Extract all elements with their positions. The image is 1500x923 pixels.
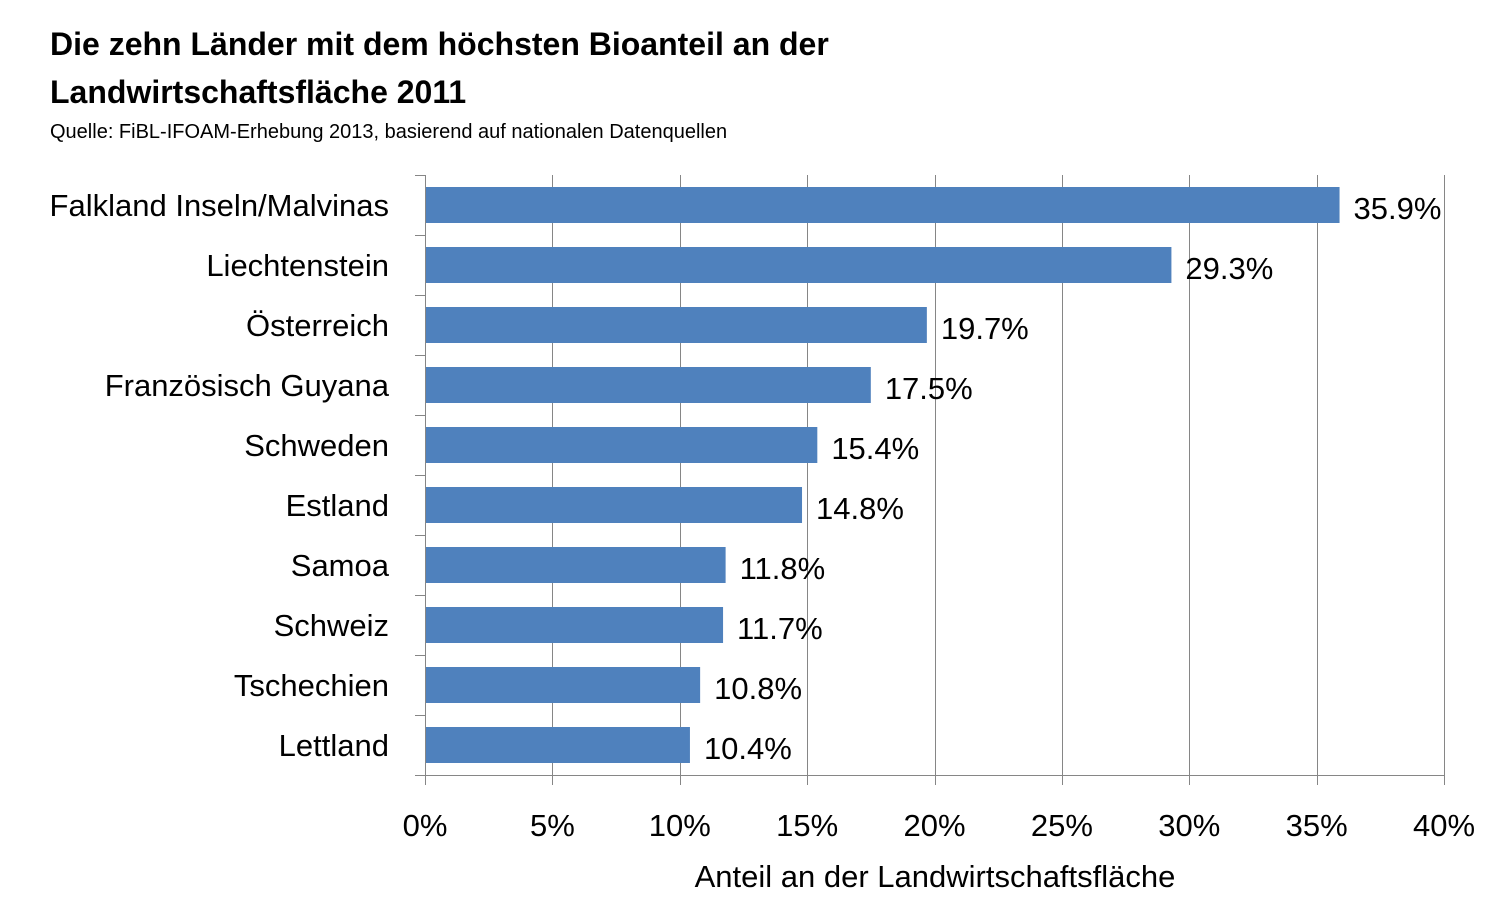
category-label-1: Falkland Inseln/Malvinas — [50, 188, 389, 223]
category-labels: Falkland Inseln/Malvinas Liechtenstein Öst… — [50, 188, 390, 763]
bar-7 — [426, 547, 726, 583]
category-label-5: Schweden — [244, 428, 389, 463]
bar-2 — [426, 247, 1172, 283]
x-tick-label-7: 35% — [1286, 808, 1348, 843]
chart-title: Die zehn Länder mit dem höchsten Bioante… — [50, 26, 829, 110]
category-label-10: Lettland — [279, 728, 389, 763]
axes — [415, 175, 1445, 785]
data-label-8: 11.7% — [737, 611, 823, 646]
category-label-8: Schweiz — [274, 608, 389, 643]
x-tick-label-5: 25% — [1031, 808, 1093, 843]
x-tick-label-2: 10% — [649, 808, 711, 843]
data-label-7: 11.8% — [740, 551, 826, 586]
data-label-2: 29.3% — [1185, 251, 1273, 286]
x-tick-label-6: 30% — [1158, 808, 1220, 843]
bars — [426, 187, 1340, 763]
bar-9 — [426, 667, 701, 703]
x-axis-title: Anteil an der Landwirtschaftsfläche — [695, 859, 1176, 894]
bar-1 — [426, 187, 1340, 223]
bar-4 — [426, 367, 871, 403]
data-labels: 35.9% 29.3% 19.7% 17.5% 15.4% 14.8% 11.8% 11.7%… — [704, 191, 1442, 766]
category-label-7: Samoa — [291, 548, 390, 583]
data-label-3: 19.7% — [941, 311, 1029, 346]
category-label-3: Österreich — [246, 308, 389, 343]
data-label-5: 15.4% — [831, 431, 919, 466]
data-label-6: 14.8% — [816, 491, 904, 526]
x-tick-label-1: 5% — [530, 808, 575, 843]
x-tick-label-0: 0% — [403, 808, 448, 843]
x-tick-label-3: 15% — [776, 808, 838, 843]
category-label-2: Liechtenstein — [206, 248, 389, 283]
category-label-9: Tschechien — [234, 668, 389, 703]
data-label-10: 10.4% — [704, 731, 792, 766]
x-tick-label-8: 40% — [1413, 808, 1475, 843]
x-tick-label-4: 20% — [903, 808, 965, 843]
bar-3 — [426, 307, 927, 343]
bar-6 — [426, 487, 803, 523]
category-label-4: Französisch Guyana — [105, 368, 390, 403]
category-label-6: Estland — [286, 488, 389, 523]
data-label-4: 17.5% — [885, 371, 973, 406]
bar-10 — [426, 727, 690, 763]
x-tick-labels: 0% 5% 10% 15% 20% 25% 30% 35% 40% — [403, 808, 1475, 843]
data-label-1: 35.9% — [1354, 191, 1442, 226]
bar-8 — [426, 607, 724, 643]
data-label-9: 10.8% — [714, 671, 802, 706]
bar-5 — [426, 427, 818, 463]
chart-subtitle: Quelle: FiBL-IFOAM-Erhebung 2013, basier… — [50, 121, 728, 143]
